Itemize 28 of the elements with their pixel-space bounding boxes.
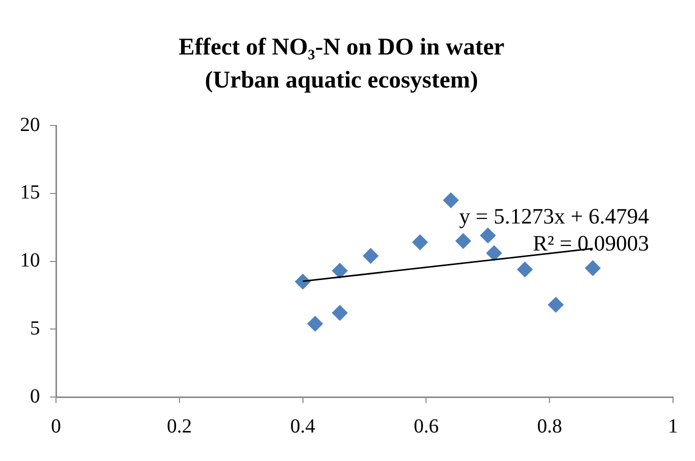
point: [548, 296, 564, 313]
point: [412, 234, 428, 250]
point: [486, 245, 502, 262]
point: [584, 260, 601, 276]
point: [455, 232, 472, 249]
point: [516, 261, 533, 278]
x-tick-label: 0.2: [166, 415, 192, 438]
point: [362, 248, 379, 264]
point: [307, 316, 324, 332]
x-tick-label: 0.4: [290, 415, 316, 438]
y-tick-label: 15: [20, 182, 40, 204]
x-tick-label: 1: [668, 415, 678, 438]
x-tick-label: 0.8: [537, 415, 562, 438]
point: [294, 274, 311, 290]
x-tick-label: 0: [51, 415, 61, 438]
point: [332, 262, 348, 279]
annotation: R² = 0.09003: [532, 230, 649, 256]
y-tick-label: 0: [30, 385, 40, 408]
point: [442, 192, 459, 208]
point: [332, 304, 348, 321]
y-tick-label: 5: [30, 317, 40, 340]
y-tick-label: 20: [20, 114, 40, 136]
chart-title: Effect of NO₃-N on DO in water: [178, 34, 505, 61]
y-tick-label: 10: [20, 250, 40, 272]
chart-subtitle: (Urban aquatic ecosystem): [204, 67, 478, 94]
x-tick-label: 0.6: [414, 415, 439, 438]
point: [480, 228, 496, 244]
annotation: y = 5.1273x + 6.4794: [459, 204, 649, 229]
